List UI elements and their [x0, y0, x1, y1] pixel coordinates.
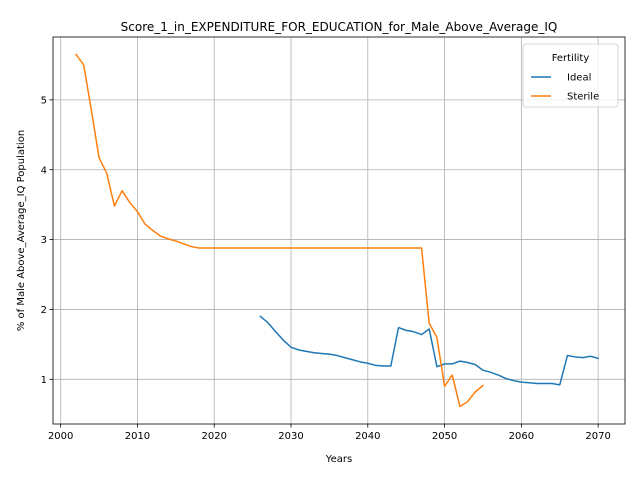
x-tick-label: 2070: [585, 431, 610, 442]
y-tick-label: 3: [41, 235, 47, 246]
chart-title: Score_1_in_EXPENDITURE_FOR_EDUCATION_for…: [121, 20, 558, 34]
legend-label-ideal: Ideal: [567, 73, 591, 84]
axes-frame: [52, 36, 626, 425]
series-line-sterile: [74, 53, 485, 408]
y-tick-label: 4: [41, 165, 47, 176]
x-tick-label: 2040: [355, 431, 380, 442]
y-tick-label: 2: [41, 305, 47, 316]
x-tick-label: 2020: [202, 431, 227, 442]
x-tick-label: 2030: [278, 431, 303, 442]
legend: Fertility Ideal Sterile: [522, 43, 619, 108]
series-line-ideal: [259, 315, 600, 386]
legend-box: [522, 43, 619, 108]
legend-label-sterile: Sterile: [567, 92, 599, 103]
tick-layer: 2000 2010 2020 2030 2040 2050 2060 2070 1 2 3 4 5: [41, 95, 611, 442]
x-axis-label: Years: [325, 454, 352, 465]
x-tick-label: 2000: [48, 431, 73, 442]
series-layer: [74, 53, 600, 408]
x-tick-label: 2050: [432, 431, 457, 442]
legend-items: Ideal Sterile: [531, 73, 599, 103]
y-tick-label: 1: [41, 375, 47, 386]
y-axis-label: % of Male Above_Average_IQ Population: [16, 130, 27, 331]
x-tick-label: 2060: [509, 431, 534, 442]
x-tick-label: 2010: [125, 431, 150, 442]
legend-title: Fertility: [552, 53, 590, 64]
y-tick-label: 5: [41, 95, 47, 106]
